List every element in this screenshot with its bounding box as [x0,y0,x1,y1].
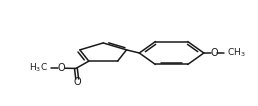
Text: O: O [73,77,81,87]
Text: H$_3$C: H$_3$C [29,62,47,75]
Text: O: O [210,48,218,58]
Text: CH$_3$: CH$_3$ [227,47,245,59]
Text: O: O [58,63,66,73]
